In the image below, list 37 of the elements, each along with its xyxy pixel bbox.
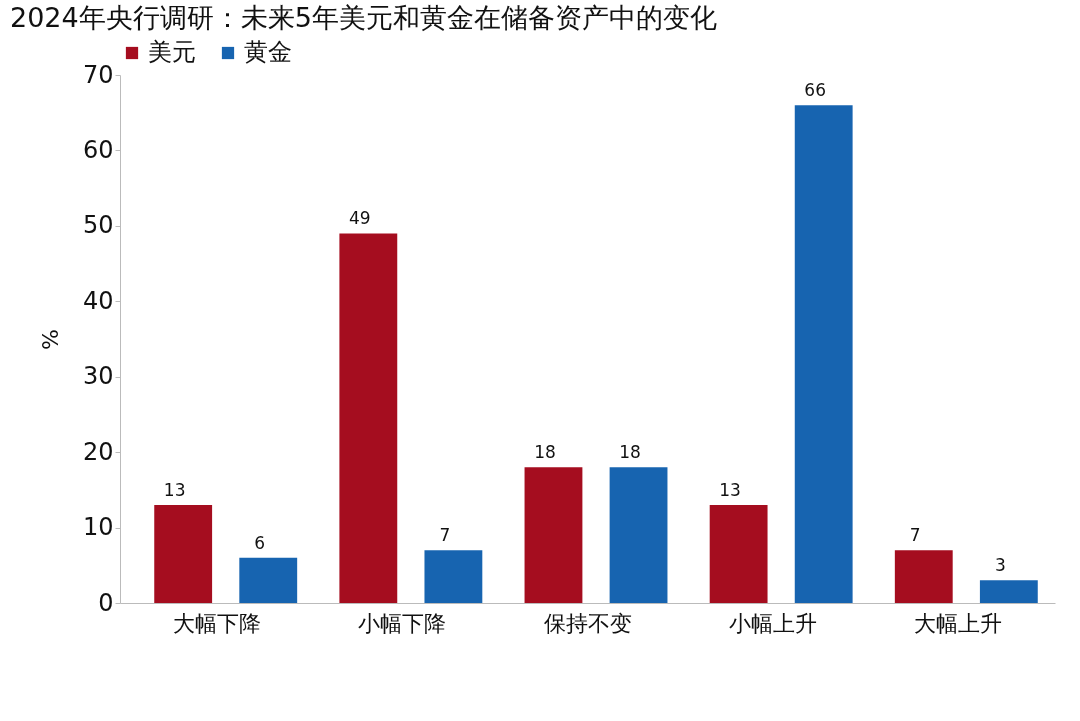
- legend-label: 黄金: [244, 38, 292, 66]
- y-tick-label: 0: [98, 588, 114, 617]
- x-tick-label: 小幅上升: [728, 610, 817, 636]
- data-label: 6: [254, 532, 266, 553]
- x-tick-label: 大幅下降: [173, 610, 262, 636]
- x-tick-label: 小幅下降: [358, 610, 447, 636]
- y-tick-label: 60: [82, 135, 114, 164]
- data-label: 3: [994, 555, 1006, 576]
- x-tick-label: 大幅上升: [913, 610, 1002, 636]
- bar: [424, 550, 483, 603]
- y-tick-label: 10: [82, 513, 114, 542]
- y-tick-label: 50: [82, 211, 114, 240]
- data-label: 18: [534, 442, 556, 463]
- data-label: 49: [349, 208, 371, 229]
- data-label: 13: [719, 479, 741, 500]
- x-tick-label: 保持不变: [543, 610, 632, 636]
- bar: [239, 557, 298, 603]
- data-label: 66: [804, 80, 826, 101]
- bar: [709, 504, 768, 603]
- bar: [794, 105, 853, 603]
- bar: [894, 550, 953, 603]
- data-label: 7: [909, 525, 921, 546]
- bar: [524, 467, 583, 603]
- legend-label: 美元: [148, 38, 196, 66]
- y-tick-label: 40: [82, 286, 114, 315]
- y-tick-label: 20: [82, 437, 114, 466]
- data-label: 13: [163, 479, 186, 500]
- bar: [339, 233, 398, 603]
- chart-title: 2024年央行调研：未来5年美元和黄金在储备资产中的变化: [10, 2, 717, 33]
- bar: [154, 504, 213, 603]
- y-tick-label: 30: [82, 362, 114, 391]
- y-axis-title: %: [37, 329, 63, 350]
- y-tick-label: 70: [82, 60, 114, 89]
- data-label: 7: [439, 525, 451, 546]
- bar: [979, 580, 1038, 603]
- bar: [609, 467, 668, 603]
- data-label: 18: [619, 442, 641, 463]
